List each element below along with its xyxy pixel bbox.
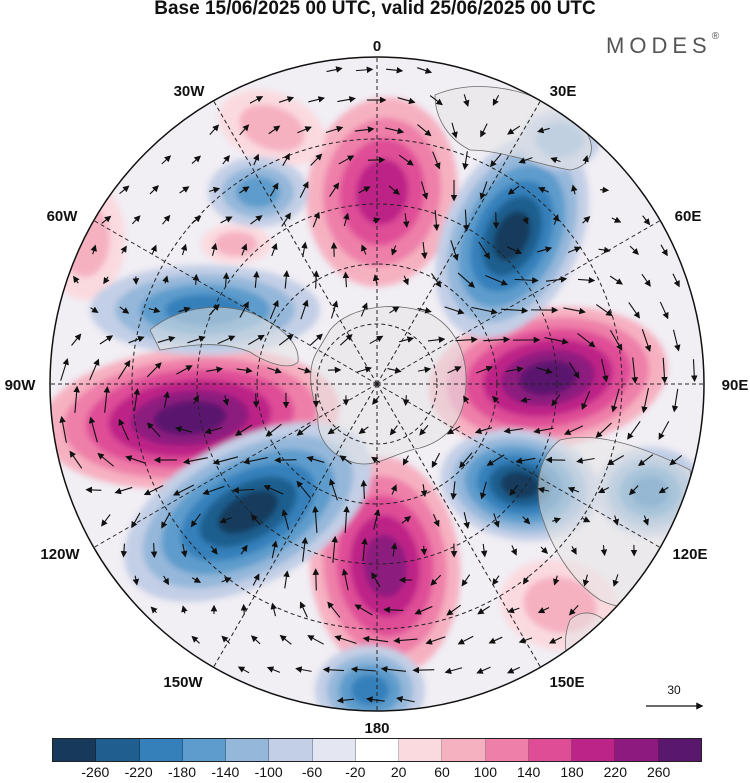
colorbar-cell	[572, 739, 616, 761]
colorbar-tick-label: -100	[254, 764, 283, 780]
colorbar-cell	[53, 739, 97, 761]
lon-label-90e: 90E	[722, 377, 749, 394]
colorbar-cell	[269, 739, 313, 761]
colorbar-tick-label: 100	[473, 764, 498, 780]
colorbar-tick-label: -220	[124, 764, 153, 780]
colorbar-tick-label: -180	[167, 764, 197, 780]
colorbar-tick-label: 20	[390, 764, 407, 780]
colorbar-tick-label: 60	[434, 764, 450, 780]
colorbar-tick-label: -140	[211, 764, 240, 780]
colorbar-cell	[399, 739, 443, 761]
colorbar-cell	[226, 739, 270, 761]
colorbar-tick-label: -260	[81, 764, 110, 780]
lon-label-90w: 90W	[5, 377, 37, 394]
lon-label-120e: 120E	[672, 546, 707, 563]
colorbar-cell	[96, 739, 140, 761]
lon-label-120w: 120W	[40, 546, 80, 563]
lon-label-180: 180	[364, 720, 389, 737]
colorbar-cell	[312, 739, 356, 761]
colorbar-cell	[615, 739, 659, 761]
colorbar-tick-label: 260	[646, 764, 671, 780]
lon-label-150e: 150E	[549, 674, 584, 691]
registered-mark: ®	[711, 31, 720, 42]
colorbar-cell	[355, 739, 400, 761]
lon-label-30w: 30W	[174, 83, 206, 100]
colorbar-ticks: -260 -220 -180 -140 -100 -60 -20 20 60 100 140 180 2…	[52, 764, 702, 782]
colorbar-cell	[139, 739, 183, 761]
colorbar-tick-label: -60	[301, 764, 323, 780]
wind-vectors	[59, 66, 698, 704]
colorbar-cell	[442, 739, 486, 761]
map-title: Base 15/06/2025 00 UTC, valid 25/06/2025…	[154, 0, 596, 19]
reference-vector: 30	[646, 683, 704, 710]
colorbar-tick-label: 140	[516, 764, 541, 780]
reference-vector-label: 30	[667, 683, 681, 697]
brand-logo: MODES®	[606, 31, 720, 59]
lon-label-60w: 60W	[47, 208, 79, 225]
colorbar-tick-label: 180	[560, 764, 584, 780]
lon-label-0: 0	[373, 38, 381, 55]
lon-label-60e: 60E	[675, 208, 702, 225]
anomaly-field	[50, 57, 704, 711]
colorbar-tick-label: -20	[345, 764, 366, 780]
colorbar-tick-label: 220	[603, 764, 628, 780]
colorbar-cell	[485, 739, 529, 761]
colorbar-cell	[528, 739, 573, 761]
colorbar-cell	[182, 739, 227, 761]
brand-name: MODES	[606, 33, 712, 58]
lon-label-150w: 150W	[163, 674, 203, 691]
colorbar	[52, 738, 702, 762]
colorbar-cell	[658, 739, 701, 761]
lon-label-30e: 30E	[550, 83, 577, 100]
map-boundary	[49, 56, 705, 712]
